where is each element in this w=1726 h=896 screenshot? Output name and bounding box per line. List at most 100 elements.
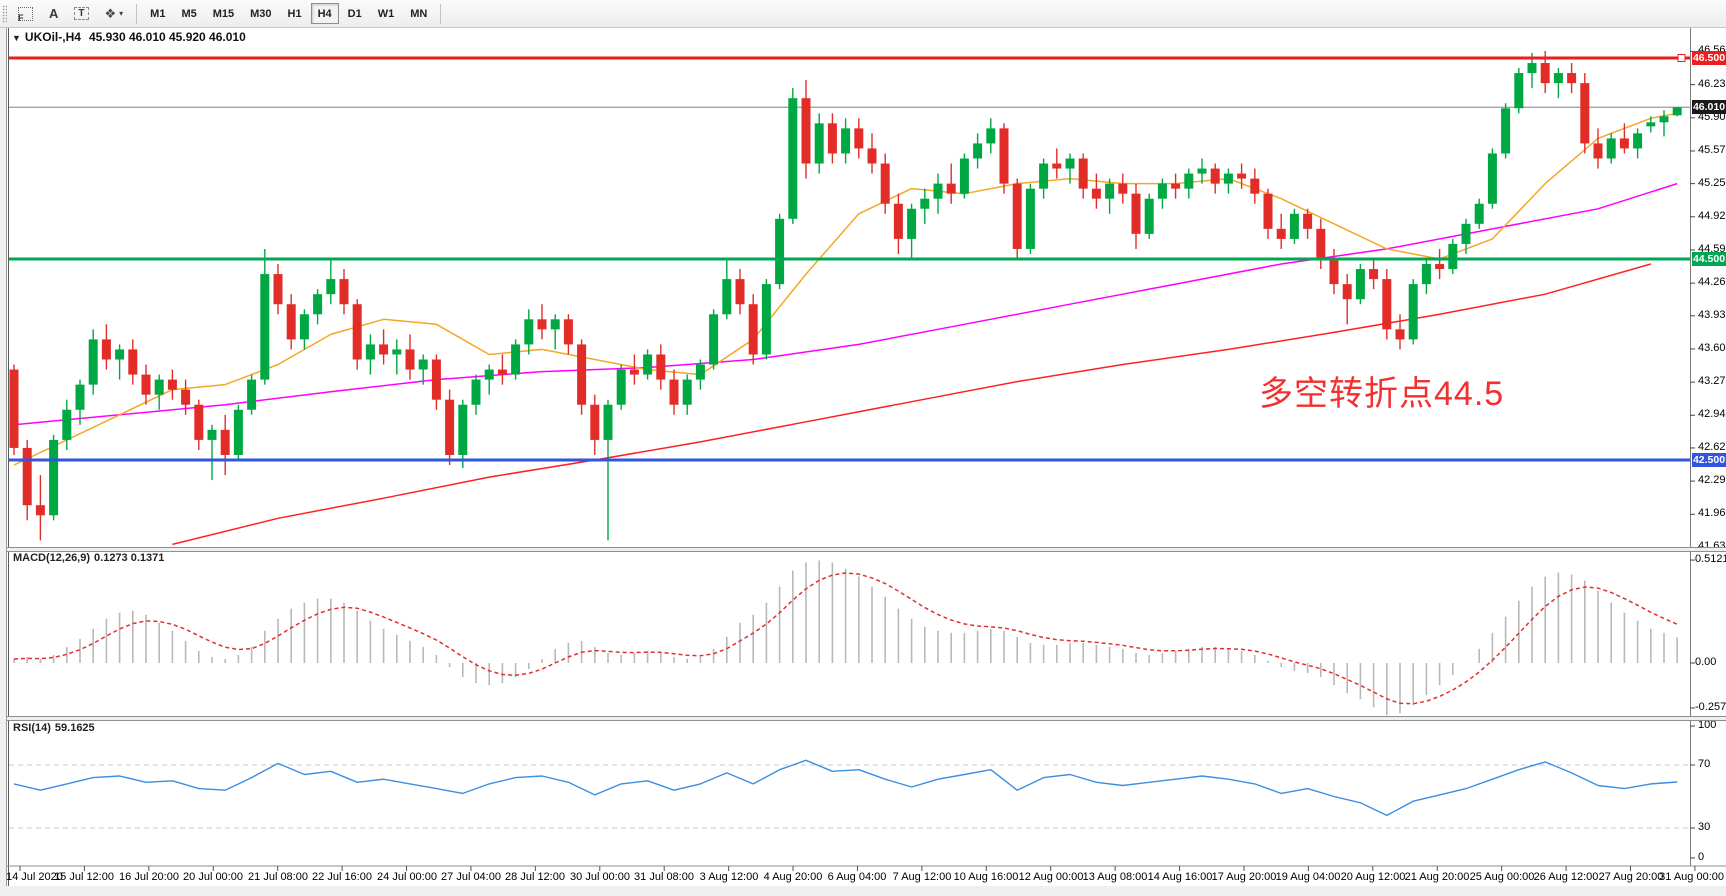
pane-divider-rsi[interactable] — [7, 716, 1726, 721]
date-label[interactable]: 26 Aug 12:00 — [1533, 871, 1599, 883]
macd-signal-line — [13, 572, 1678, 705]
timeframe-mn-button[interactable]: MN — [403, 3, 434, 24]
date-label[interactable]: 7 Aug 12:00 — [892, 871, 952, 883]
timeframe-m5-button[interactable]: M5 — [174, 3, 203, 24]
collapse-arrow-icon[interactable]: ▼ — [12, 33, 21, 43]
macd-values: 0.1273 0.1371 — [94, 552, 165, 564]
date-label[interactable]: 13 Aug 08:00 — [1082, 871, 1148, 883]
ma-slow_red — [172, 263, 1652, 546]
price-badge-44.500: 44.500 — [1692, 252, 1726, 266]
ohlc-values: 45.930 46.010 45.920 46.010 — [88, 30, 246, 44]
rsi-tick-label: 0 — [1698, 851, 1705, 863]
snap-grid-icon: F — [18, 6, 33, 23]
timeframe-m30-button[interactable]: M30 — [243, 3, 278, 24]
price-badge-42.500: 42.500 — [1692, 453, 1726, 467]
toolbar: F A T ❖ ▾ M1 M5 M15 M30 H1 H4 D1 W1 MN — [0, 0, 1726, 28]
text-frame-tool-button[interactable]: T — [67, 3, 95, 24]
date-label[interactable]: 16 Jul 20:00 — [119, 871, 179, 883]
pane-left-border — [8, 28, 9, 886]
price-tick-label: 42.620 — [1698, 441, 1726, 453]
date-label[interactable]: 30 Jul 00:00 — [570, 871, 630, 883]
candlesticks — [9, 50, 1682, 541]
rsi-line — [13, 759, 1678, 817]
chevron-down-icon: ▾ — [119, 9, 124, 18]
price-badge-46.500: 46.500 — [1692, 51, 1726, 65]
date-label[interactable]: 25 Aug 00:00 — [1469, 871, 1535, 883]
price-tick-label: 45.250 — [1698, 177, 1726, 189]
ma-mid_magenta — [13, 182, 1678, 426]
timeframe-h1-button[interactable]: H1 — [281, 3, 309, 24]
date-label[interactable]: 28 Jul 12:00 — [505, 871, 565, 883]
timeframe-d1-button[interactable]: D1 — [341, 3, 369, 24]
rsi-value: 59.1625 — [54, 722, 95, 734]
toolbar-separator — [136, 3, 138, 24]
toolbar-grip[interactable] — [2, 4, 7, 23]
price-badge-46.010: 46.010 — [1692, 100, 1726, 114]
shapes-tool-button[interactable]: ❖ ▾ — [98, 3, 131, 24]
text-label-icon: A — [49, 6, 59, 21]
price-tick-label: 46.235 — [1698, 78, 1726, 90]
chart-window[interactable] — [6, 27, 1726, 887]
date-label[interactable]: 20 Aug 12:00 — [1340, 871, 1406, 883]
timeframe-h4-button[interactable]: H4 — [310, 3, 339, 24]
date-label[interactable]: 31 Aug 00:00 — [1659, 871, 1724, 883]
price-tick-label: 43.935 — [1698, 309, 1726, 321]
chart-annotation-text[interactable]: 多空转折点44.5 — [1259, 375, 1505, 413]
symbol-timeframe-label: UKOil-,H4 — [24, 30, 81, 44]
rsi-tick-label: 30 — [1698, 821, 1711, 833]
date-label[interactable]: 3 Aug 12:00 — [699, 871, 759, 883]
date-label[interactable]: 6 Aug 04:00 — [827, 871, 887, 883]
date-label[interactable]: 15 Jul 12:00 — [54, 871, 114, 883]
date-label[interactable]: 12 Aug 00:00 — [1018, 871, 1084, 883]
text-label-tool-button[interactable]: A — [42, 3, 65, 24]
rsi-tick-label: 70 — [1698, 758, 1711, 770]
text-frame-icon: T — [74, 7, 89, 20]
macd-name: MACD(12,26,9) — [13, 552, 91, 564]
price-tick-label: 42.290 — [1698, 474, 1726, 486]
rsi-name: RSI(14) — [13, 722, 51, 734]
chart-title: ▼ UKOil-,H4 45.930 46.010 45.920 46.010 — [12, 30, 246, 44]
price-tick-label: 44.260 — [1698, 276, 1726, 288]
date-label[interactable]: 19 Aug 04:00 — [1275, 871, 1341, 883]
date-label[interactable]: 24 Jul 00:00 — [377, 871, 437, 883]
rsi-pane — [9, 759, 1690, 829]
date-label[interactable]: 10 Aug 16:00 — [953, 871, 1019, 883]
macd-tick-label: -0.2578 — [1695, 701, 1726, 713]
date-label[interactable]: 21 Jul 08:00 — [248, 871, 308, 883]
rsi-label: RSI(14) 59.1625 — [13, 722, 99, 734]
date-label[interactable]: 14 Jul 2020 — [6, 871, 63, 883]
date-label[interactable]: 4 Aug 20:00 — [763, 871, 823, 883]
timeframe-w1-button[interactable]: W1 — [371, 3, 402, 24]
macd-tick-label: 0.00 — [1695, 656, 1717, 668]
date-label[interactable]: 21 Aug 20:00 — [1404, 871, 1470, 883]
price-tick-label: 43.605 — [1698, 342, 1726, 354]
macd-label: MACD(12,26,9) 0.1273 0.1371 — [13, 552, 168, 564]
price-tick-label: 42.945 — [1698, 408, 1726, 420]
price-tick-label: 44.920 — [1698, 210, 1726, 222]
price-tick-label: 45.575 — [1698, 144, 1726, 156]
macd-pane — [13, 560, 1678, 716]
date-label[interactable]: 31 Jul 08:00 — [634, 871, 694, 883]
shapes-icon: ❖ — [104, 5, 117, 21]
date-label[interactable]: 27 Jul 04:00 — [441, 871, 501, 883]
line-handle[interactable] — [1677, 54, 1686, 62]
price-tick-label: 41.960 — [1698, 507, 1726, 519]
price-tick-label: 45.905 — [1698, 111, 1726, 123]
date-label[interactable]: 20 Jul 00:00 — [183, 871, 243, 883]
date-label[interactable]: 22 Jul 16:00 — [312, 871, 372, 883]
price-tick-label: 43.275 — [1698, 375, 1726, 387]
snap-grid-tool-button[interactable]: F — [11, 3, 40, 24]
rsi-tick-label: 100 — [1698, 719, 1717, 731]
status-strip — [0, 886, 1726, 896]
timeframe-m15-button[interactable]: M15 — [206, 3, 241, 24]
macd-tick-label: 0.5121 — [1695, 553, 1726, 565]
toolbar-separator — [440, 3, 442, 24]
ma-fast_orange — [13, 112, 1678, 466]
date-label[interactable]: 27 Aug 20:00 — [1598, 871, 1664, 883]
timeframe-m1-button[interactable]: M1 — [143, 3, 172, 24]
pane-divider-macd[interactable] — [7, 547, 1726, 552]
date-label[interactable]: 14 Aug 16:00 — [1147, 871, 1213, 883]
date-label[interactable]: 17 Aug 20:00 — [1211, 871, 1277, 883]
